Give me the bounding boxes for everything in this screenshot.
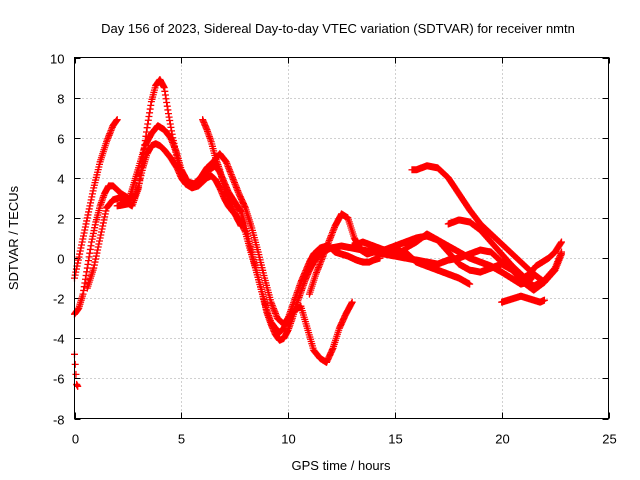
- series-track-4: [113, 122, 356, 366]
- data-point-markers: [444, 216, 566, 290]
- x-tick-label: 10: [281, 432, 295, 447]
- data-point-markers: [498, 292, 548, 306]
- y-axis-label: SDTVAR / TECUs: [6, 185, 21, 290]
- x-tick-label: 25: [602, 432, 616, 447]
- axis-ticks: 0 5 10 15 20 25 -8 -6 -4 -2 0 2 4 6 8 10: [50, 52, 617, 447]
- y-tick-label: 8: [57, 92, 64, 107]
- y-tick-label: -8: [53, 413, 65, 428]
- y-tick-label: 0: [57, 252, 64, 267]
- x-axis-label: GPS time / hours: [292, 458, 391, 473]
- y-tick-label: 6: [57, 132, 64, 147]
- series-track-9: [498, 292, 548, 306]
- data-point-markers: [408, 162, 548, 286]
- series-track-7: [408, 162, 548, 286]
- series-track-8: [444, 216, 566, 290]
- series-track-10: [348, 238, 474, 288]
- y-tick-label: -4: [53, 332, 65, 347]
- grid-lines: [74, 57, 609, 419]
- y-tick-label: 2: [57, 212, 64, 227]
- x-tick-label: 15: [388, 432, 402, 447]
- plot-frame: [74, 57, 609, 419]
- series-track-12: [71, 350, 82, 390]
- x-tick-label: 5: [178, 432, 185, 447]
- data-point-markers: [71, 350, 82, 390]
- y-tick-label: -6: [53, 372, 65, 387]
- data-point-markers: [113, 122, 356, 366]
- y-tick-label: -2: [53, 292, 65, 307]
- x-tick-label: 20: [495, 432, 509, 447]
- series-track-11: [199, 116, 245, 230]
- y-tick-label: 10: [50, 52, 64, 67]
- data-series: [71, 76, 566, 390]
- data-point-markers: [199, 116, 245, 230]
- data-point-markers: [348, 238, 474, 288]
- y-tick-label: 4: [57, 172, 64, 187]
- x-tick-label: 0: [72, 432, 79, 447]
- chart-title: Day 156 of 2023, Sidereal Day-to-day VTE…: [101, 21, 575, 36]
